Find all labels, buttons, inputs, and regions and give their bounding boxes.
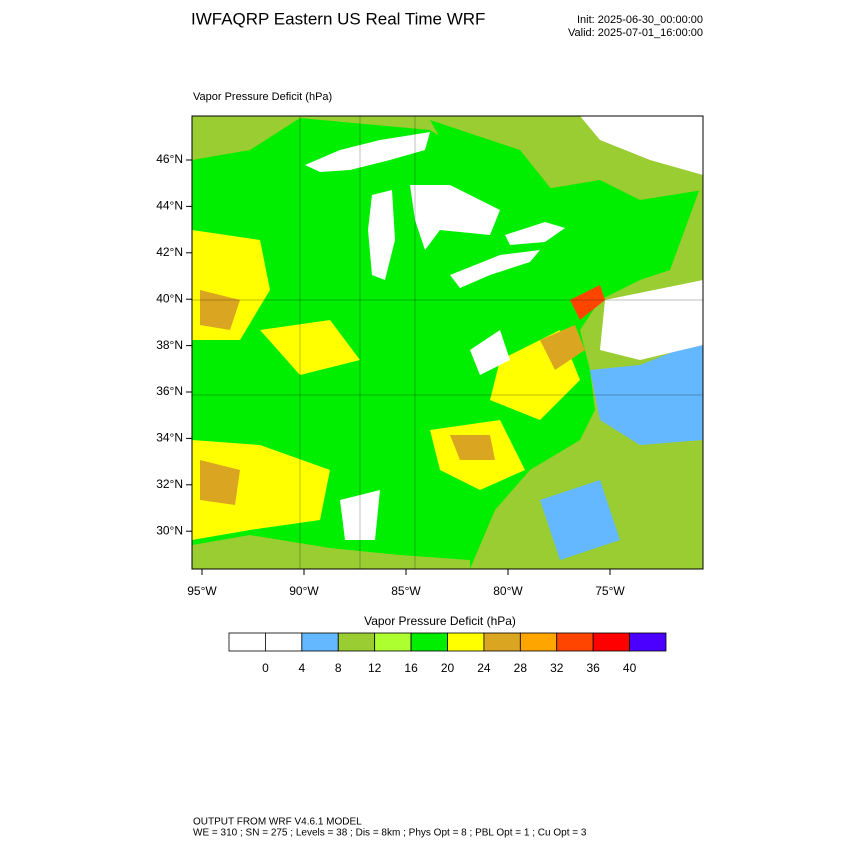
colorbar-label: 0 [262,661,269,675]
lat-label: 42°N [156,245,183,259]
colorbar: 0 4 8 12 16 20 24 28 32 36 40 [228,632,667,675]
colorbar-box [410,632,448,652]
colorbar-label: 20 [441,661,455,675]
colorbar-box [301,632,339,652]
colorbar-box [519,632,558,652]
init-time: Init: 2025-06-30_00:00:00 [577,14,703,26]
lat-label: 44°N [156,199,183,213]
map-field [192,116,703,569]
colorbar-label: 28 [514,661,528,675]
lon-label: 90°W [289,584,319,598]
colorbar-box [265,632,303,652]
lat-label: 30°N [156,523,183,537]
colorbar-label: 8 [335,661,342,675]
lat-label: 40°N [156,291,183,305]
colorbar-label: 32 [550,661,564,675]
colorbar-box [483,632,521,652]
footer-line: WE = 310 ; SN = 275 ; Levels = 38 ; Dis … [193,828,587,839]
valid-time: Valid: 2025-07-01_16:00:00 [568,27,703,39]
lon-label: 75°W [595,584,625,598]
lon-labels: 95°W 90°W 85°W 80°W 75°W [187,569,625,598]
colorbar-box [228,632,266,652]
lat-label: 34°N [156,431,183,445]
map-frame [191,115,704,570]
footer-line: OUTPUT FROM WRF V4.6.1 MODEL [193,817,362,828]
colorbar-box [447,632,485,652]
lon-label: 85°W [391,584,421,598]
lon-label: 80°W [493,584,523,598]
colorbar-label: 24 [477,661,491,675]
field-label: Vapor Pressure Deficit (hPa) [193,91,332,103]
colorbar-box [337,632,376,652]
colorbar-title: Vapor Pressure Deficit (hPa) [364,614,516,628]
colorbar-label: 16 [404,661,418,675]
colorbar-label: 12 [368,661,382,675]
colorbar-label: 40 [623,661,637,675]
colorbar-box [592,632,630,652]
lat-labels: 46°N 44°N 42°N 40°N 38°N 36°N 34°N 32°N 30°N [156,152,192,537]
lat-label: 38°N [156,338,183,352]
lat-label: 46°N [156,152,183,166]
colorbar-box [556,632,594,652]
lat-label: 36°N [156,384,183,398]
title: IWFAQRP Eastern US Real Time WRF [191,9,485,28]
colorbar-box [374,632,412,652]
lat-label: 32°N [156,477,183,491]
lon-label: 95°W [187,584,217,598]
colorbar-label: 4 [298,661,305,675]
colorbar-label: 36 [586,661,600,675]
colorbar-box [629,632,667,652]
